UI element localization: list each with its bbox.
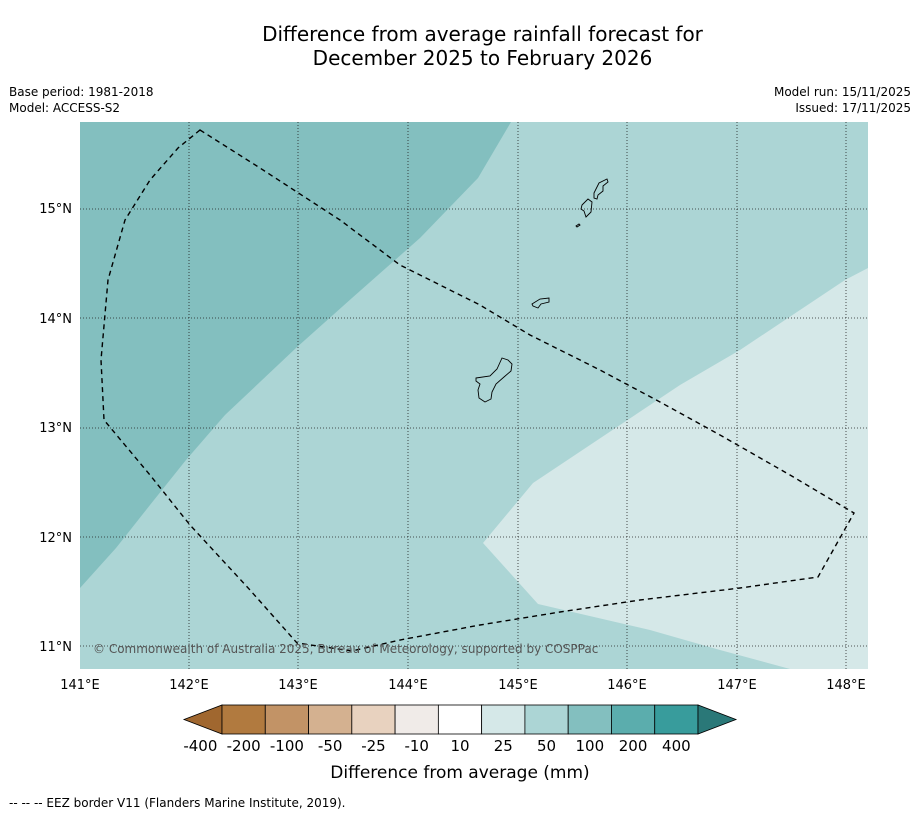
map-panel: © Commonwealth of Australia 2025, Bureau… <box>80 122 868 669</box>
lat-tick-label: 13°N <box>39 421 72 436</box>
colorbar-swatch <box>394 704 439 735</box>
base-period-text: Base period: 1981-2018 <box>9 85 154 99</box>
colorbar-swatch <box>437 704 483 735</box>
saipan-island <box>593 178 609 200</box>
guam-island <box>475 357 513 403</box>
colorbar-swatch <box>654 704 699 735</box>
colorbar-tick-label: 10 <box>450 737 469 755</box>
colorbar-tick-label: 100 <box>575 737 604 755</box>
lat-tick-label: 12°N <box>39 531 72 546</box>
lon-tick-label: 142°E <box>169 678 209 693</box>
colorbar-swatch <box>567 704 612 735</box>
eez-border <box>100 129 855 652</box>
rainfall-region-10-25 <box>483 268 868 669</box>
colorbar-under-arrow <box>182 704 223 735</box>
model-text: Model: ACCESS-S2 <box>9 101 121 115</box>
lon-tick-label: 143°E <box>278 678 318 693</box>
colorbar-label: Difference from average (mm) <box>330 763 589 783</box>
colorbar-tick-label: -10 <box>404 737 429 755</box>
lon-tick-label: 144°E <box>388 678 428 693</box>
colorbar-swatch <box>264 704 309 735</box>
colorbar-swatch <box>481 704 526 735</box>
colorbar-tick-label: 200 <box>619 737 648 755</box>
latitude-axis: 15°N 14°N 13°N 12°N 11°N <box>39 202 72 655</box>
copyright-text: © Commonwealth of Australia 2025, Bureau… <box>93 642 598 656</box>
title-line-2: December 2025 to February 2026 <box>312 46 653 70</box>
lon-tick-label: 145°E <box>498 678 538 693</box>
lon-tick-label: 147°E <box>717 678 757 693</box>
gridlines <box>80 122 868 669</box>
lat-tick-label: 11°N <box>39 640 72 655</box>
colorbar-tick-label: 50 <box>537 737 556 755</box>
colorbar-tick-label: -400 <box>183 737 217 755</box>
colorbar-tick-label: 25 <box>494 737 513 755</box>
longitude-axis: 141°E 142°E 143°E 144°E 145°E 146°E 147°… <box>60 678 866 693</box>
lon-tick-label: 146°E <box>607 678 647 693</box>
colorbar-over-arrow <box>697 704 738 735</box>
colorbar-swatch <box>524 704 569 735</box>
chart-title: Difference from average rainfall forecas… <box>0 22 919 70</box>
colorbar-tick-label: -200 <box>227 737 261 755</box>
left-metadata: Base period: 1981-2018 Model: ACCESS-S2 <box>9 84 154 116</box>
model-run-text: Model run: 15/11/2025 <box>773 85 911 99</box>
lon-tick-label: 148°E <box>826 678 866 693</box>
lon-tick-label: 141°E <box>60 678 100 693</box>
colorbar-swatch <box>351 704 396 735</box>
issued-text: Issued: 17/11/2025 <box>795 101 911 115</box>
rainfall-region-50-100 <box>80 122 511 588</box>
right-metadata: Model run: 15/11/2025 Issued: 17/11/2025 <box>774 84 911 116</box>
rota-island <box>531 297 550 309</box>
lat-tick-label: 14°N <box>39 312 72 327</box>
colorbar-tick-label: -25 <box>361 737 386 755</box>
colorbar-swatch <box>308 704 353 735</box>
aguijan-island <box>575 223 581 228</box>
colorbar-tick-label: -100 <box>270 737 304 755</box>
eez-legend-note: -- -- -- EEZ border V11 (Flanders Marine… <box>9 796 346 810</box>
colorbar-swatch <box>221 704 266 735</box>
tinian-island <box>580 198 593 218</box>
colorbar-tick-label: -50 <box>318 737 343 755</box>
colorbar-swatch <box>611 704 656 735</box>
colorbar-tick-label: 400 <box>662 737 691 755</box>
title-line-1: Difference from average rainfall forecas… <box>262 22 703 46</box>
islands <box>475 178 609 403</box>
lat-tick-label: 15°N <box>39 202 72 217</box>
colorbar: -400 -200 -100 -50 -25 -10 10 25 50 100 200 400 Dif… <box>182 704 738 783</box>
